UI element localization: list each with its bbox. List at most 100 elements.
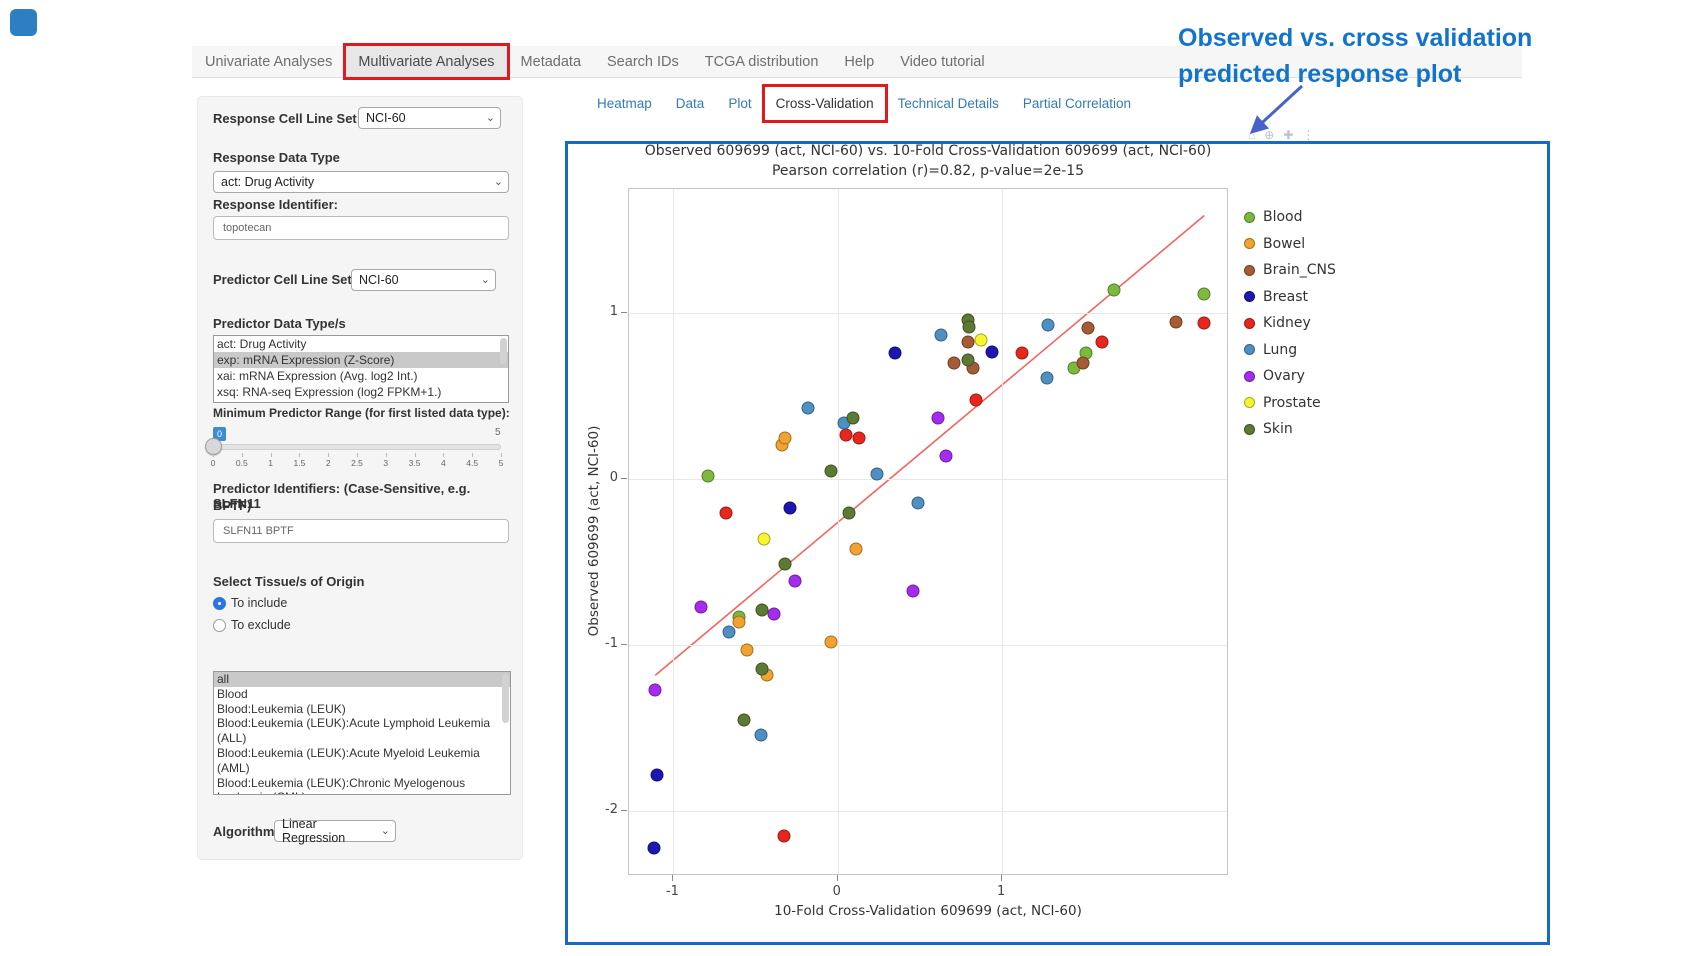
legend-item-bowel[interactable]: Bowel: [1244, 231, 1336, 258]
data-point-lung[interactable]: [870, 467, 884, 481]
data-point-lung[interactable]: [911, 496, 925, 510]
data-point-ovary[interactable]: [906, 584, 920, 598]
legend-item-kidney[interactable]: Kidney: [1244, 310, 1336, 337]
pan-icon[interactable]: ✚: [1283, 128, 1294, 142]
data-point-skin[interactable]: [737, 713, 751, 727]
data-point-brain_cns[interactable]: [1081, 321, 1095, 335]
data-point-ovary[interactable]: [694, 600, 708, 614]
subtab-partial-correlation[interactable]: Partial Correlation: [1022, 96, 1131, 111]
data-point-kidney[interactable]: [839, 428, 853, 442]
data-point-kidney[interactable]: [719, 506, 733, 520]
data-point-ovary[interactable]: [939, 449, 953, 463]
data-point-breast[interactable]: [650, 768, 664, 782]
legend-item-skin[interactable]: Skin: [1244, 416, 1336, 443]
to-include-radio[interactable]: [213, 597, 226, 610]
list-item[interactable]: all: [214, 672, 510, 687]
tissue-listbox[interactable]: all Blood Blood:Leukemia (LEUK) Blood:Leuke…: [213, 671, 511, 795]
subtab-plot[interactable]: Plot: [728, 96, 752, 111]
response-data-type-select[interactable]: act: Drug Activity ⌄: [213, 171, 509, 193]
predictor-cell-line-set-select[interactable]: NCI-60 ⌄: [351, 269, 496, 291]
nav-tab-video-tutorial[interactable]: Video tutorial: [900, 53, 985, 70]
data-point-ovary[interactable]: [931, 411, 945, 425]
legend-item-brain_cns[interactable]: Brain_CNS: [1244, 257, 1336, 284]
data-point-lung[interactable]: [722, 625, 736, 639]
data-point-bowel[interactable]: [732, 615, 746, 629]
subtab-data[interactable]: Data: [675, 96, 705, 111]
predictor-data-types-listbox[interactable]: act: Drug Activity exp: mRNA Expression (…: [213, 335, 509, 403]
list-item[interactable]: Blood:Leukemia (LEUK):Chronic Myelogenou…: [217, 775, 466, 794]
legend-item-prostate[interactable]: Prostate: [1244, 390, 1336, 417]
legend-item-blood[interactable]: Blood: [1244, 204, 1336, 231]
list-item[interactable]: xsq: RNA-seq Expression (log2 FPKM+1.): [217, 385, 442, 399]
legend-item-lung[interactable]: Lung: [1244, 337, 1336, 364]
zoom-icon[interactable]: ⊕: [1264, 128, 1275, 142]
data-point-prostate[interactable]: [757, 532, 771, 546]
to-exclude-label[interactable]: To exclude: [231, 618, 291, 632]
data-point-kidney[interactable]: [852, 431, 866, 445]
list-item[interactable]: xai: mRNA Expression (Avg. log2 Int.): [217, 369, 418, 383]
data-point-kidney[interactable]: [777, 829, 791, 843]
data-point-skin[interactable]: [755, 662, 769, 676]
data-point-bowel[interactable]: [849, 542, 863, 556]
home-icon[interactable]: ⌂: [1248, 128, 1256, 142]
response-identifier-input[interactable]: topotecan: [213, 216, 509, 240]
to-exclude-radio[interactable]: [213, 619, 226, 632]
subtab-cross-validation[interactable]: Cross-Validation: [761, 84, 888, 123]
data-point-brain_cns[interactable]: [961, 335, 975, 349]
data-point-ovary[interactable]: [788, 574, 802, 588]
nav-tab-metadata[interactable]: Metadata: [520, 53, 582, 70]
to-include-label[interactable]: To include: [231, 596, 288, 610]
data-point-skin[interactable]: [846, 411, 860, 425]
data-point-brain_cns[interactable]: [1169, 315, 1183, 329]
data-point-ovary[interactable]: [648, 683, 662, 697]
legend-item-ovary[interactable]: Ovary: [1244, 363, 1336, 390]
data-point-prostate[interactable]: [974, 333, 988, 347]
data-point-kidney[interactable]: [1197, 316, 1211, 330]
list-item[interactable]: exp: mRNA Expression (Z-Score): [214, 352, 508, 368]
data-point-lung[interactable]: [754, 728, 767, 742]
data-point-breast[interactable]: [985, 345, 999, 359]
nav-tab-search-ids[interactable]: Search IDs: [607, 53, 679, 70]
data-point-kidney[interactable]: [1015, 346, 1029, 360]
data-point-ovary[interactable]: [767, 607, 781, 621]
list-item[interactable]: act: Drug Activity: [217, 337, 307, 351]
more-icon[interactable]: ⋮: [1302, 128, 1315, 142]
scrollbar[interactable]: [502, 674, 509, 723]
data-point-breast[interactable]: [888, 346, 902, 360]
data-point-brain_cns[interactable]: [1076, 356, 1090, 370]
list-item[interactable]: Blood: [217, 686, 248, 701]
data-point-skin[interactable]: [842, 506, 856, 520]
nav-tab-univariate-analyses[interactable]: Univariate Analyses: [205, 53, 333, 70]
predictor-identifiers-input[interactable]: SLFN11 BPTF: [213, 519, 509, 543]
data-point-skin[interactable]: [755, 603, 769, 617]
legend-item-breast[interactable]: Breast: [1244, 284, 1336, 311]
subtab-heatmap[interactable]: Heatmap: [597, 96, 652, 111]
data-point-skin[interactable]: [778, 557, 792, 571]
data-point-blood[interactable]: [1107, 283, 1121, 297]
data-point-blood[interactable]: [701, 469, 715, 483]
data-point-blood[interactable]: [1197, 287, 1211, 301]
scatter-plot-panel[interactable]: [628, 188, 1228, 875]
list-item[interactable]: Blood:Leukemia (LEUK): [217, 701, 346, 716]
data-point-lung[interactable]: [801, 401, 815, 415]
data-point-bowel[interactable]: [740, 643, 754, 657]
algorithm-select[interactable]: Linear Regression ⌄: [274, 817, 396, 845]
nav-tab-tcga-distribution[interactable]: TCGA distribution: [704, 53, 819, 70]
data-point-breast[interactable]: [783, 501, 797, 515]
scrollbar[interactable]: [500, 338, 507, 365]
data-point-skin[interactable]: [824, 464, 838, 478]
data-point-lung[interactable]: [1041, 318, 1055, 332]
data-point-breast[interactable]: [647, 841, 661, 855]
data-point-brain_cns[interactable]: [947, 356, 961, 370]
data-point-bowel[interactable]: [778, 431, 792, 445]
nav-tab-help[interactable]: Help: [844, 53, 875, 70]
data-point-bowel[interactable]: [824, 635, 838, 649]
data-point-kidney[interactable]: [969, 393, 983, 407]
data-point-lung[interactable]: [934, 328, 948, 342]
nav-tab-multivariate-analyses[interactable]: Multivariate Analyses: [343, 43, 510, 80]
data-point-skin[interactable]: [961, 353, 975, 367]
data-point-skin[interactable]: [962, 320, 976, 334]
list-item[interactable]: Blood:Leukemia (LEUK):Acute Lymphoid Leu…: [217, 716, 491, 746]
list-item[interactable]: Blood:Leukemia (LEUK):Acute Myeloid Leuk…: [217, 745, 480, 775]
response-cell-line-set-select[interactable]: NCI-60 ⌄: [358, 107, 501, 129]
